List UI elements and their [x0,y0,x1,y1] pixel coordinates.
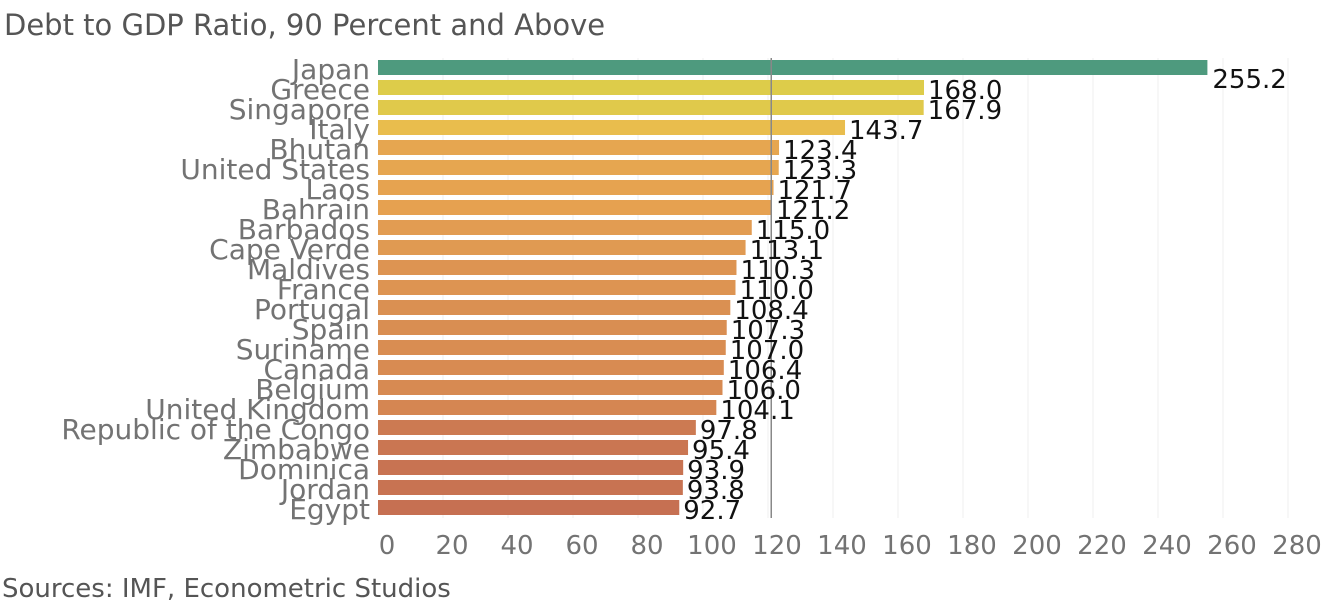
category-label: Egypt [289,493,370,526]
x-tick-label: 260 [1207,531,1257,561]
bar-jordan [378,480,683,495]
category-label: Barbados [238,213,370,246]
x-tick-label: 140 [817,531,867,561]
x-tick-label: 160 [882,531,932,561]
category-label: Laos [306,173,370,206]
bar-united-kingdom [378,400,717,415]
category-label: United Kingdom [145,393,370,426]
value-label: 121.2 [776,196,850,226]
x-axis-ticks: 0 20 40 60 80 100 120 140 160 180 200 220 240 260 280 [379,531,1322,561]
category-label: Maldives [247,253,370,286]
value-label: 97.8 [700,416,758,446]
x-tick-label: 240 [1142,531,1192,561]
bar-portugal [378,300,731,315]
category-label: Spain [292,313,370,346]
value-label: 168.0 [928,76,1002,106]
value-label: 107.3 [731,316,805,346]
bar-belgium [378,380,723,395]
category-label: Japan [290,53,370,86]
x-tick-label: 0 [379,531,396,561]
value-label: 93.9 [687,456,745,486]
value-label: 95.4 [692,436,750,466]
bar-dominica [378,460,684,475]
bar-egypt [378,500,680,515]
category-label: Portugal [254,293,370,326]
bar-greece [378,80,924,95]
value-label: 115.0 [756,216,830,246]
x-tick-label: 100 [687,531,737,561]
value-label: 93.8 [687,476,745,506]
value-label: 123.4 [783,136,857,166]
bar-republic-of-the-congo [378,420,696,435]
x-tick-label: 220 [1077,531,1127,561]
category-label: Belgium [255,373,370,406]
category-label: Bahrain [262,193,370,226]
value-label: 107.0 [730,336,804,366]
value-label: 113.1 [750,236,824,266]
x-tick-label: 180 [947,531,997,561]
category-label: Dominica [238,453,370,486]
x-tick-label: 280 [1272,531,1322,561]
bar-france [378,280,736,295]
value-labels: 255.2 168.0167.9143.7123.4123.3121.7121.2… [683,65,1287,526]
value-label: 255.2 [1212,65,1286,95]
value-label: 123.3 [783,156,857,186]
category-label: France [277,273,370,306]
bar-cape-verde [378,240,746,255]
bar-canada [378,360,724,375]
category-label: Zimbabwe [223,433,370,466]
value-label: 92.7 [683,496,741,526]
bar-japan [378,60,1208,75]
x-tick-label: 120 [752,531,802,561]
value-label: 106.0 [727,376,801,406]
bar-italy [378,120,846,135]
category-label: Suriname [236,333,370,366]
category-label: Republic of the Congo [61,413,370,446]
bar-spain [378,320,727,335]
value-label: 167.9 [928,96,1002,126]
bar-suriname [378,340,726,355]
category-label: Singapore [229,93,370,126]
bar-maldives [378,260,737,275]
source-note: Sources: IMF, Econometric Studios [2,574,451,604]
category-label: Italy [309,113,370,146]
bar-barbados [378,220,752,235]
category-label: United States [180,153,370,186]
bar-zimbabwe [378,440,689,455]
category-label: Canada [263,353,370,386]
value-label: 106.4 [728,356,802,386]
x-tick-label: 40 [500,531,533,561]
value-label: 143.7 [849,116,923,146]
value-label: 110.0 [740,276,814,306]
x-tick-label: 200 [1012,531,1062,561]
bars [378,60,1208,515]
value-label: 121.7 [778,176,852,206]
category-label: Cape Verde [209,233,370,266]
value-label: 110.3 [740,256,814,286]
bar-bahrain [378,200,772,215]
category-label: Bhutan [269,133,370,166]
chart-title: Debt to GDP Ratio, 90 Percent and Above [4,8,606,42]
bar-united-states [378,160,779,175]
x-tick-label: 60 [565,531,598,561]
x-tick-label: 20 [435,531,468,561]
category-label: Jordan [279,473,370,506]
bar-bhutan [378,140,780,155]
bar-laos [378,180,774,195]
x-tick-label: 80 [630,531,663,561]
category-label: Greece [270,73,370,106]
value-label: 108.4 [734,296,808,326]
value-label: 104.1 [720,396,794,426]
bar-singapore [378,100,924,115]
